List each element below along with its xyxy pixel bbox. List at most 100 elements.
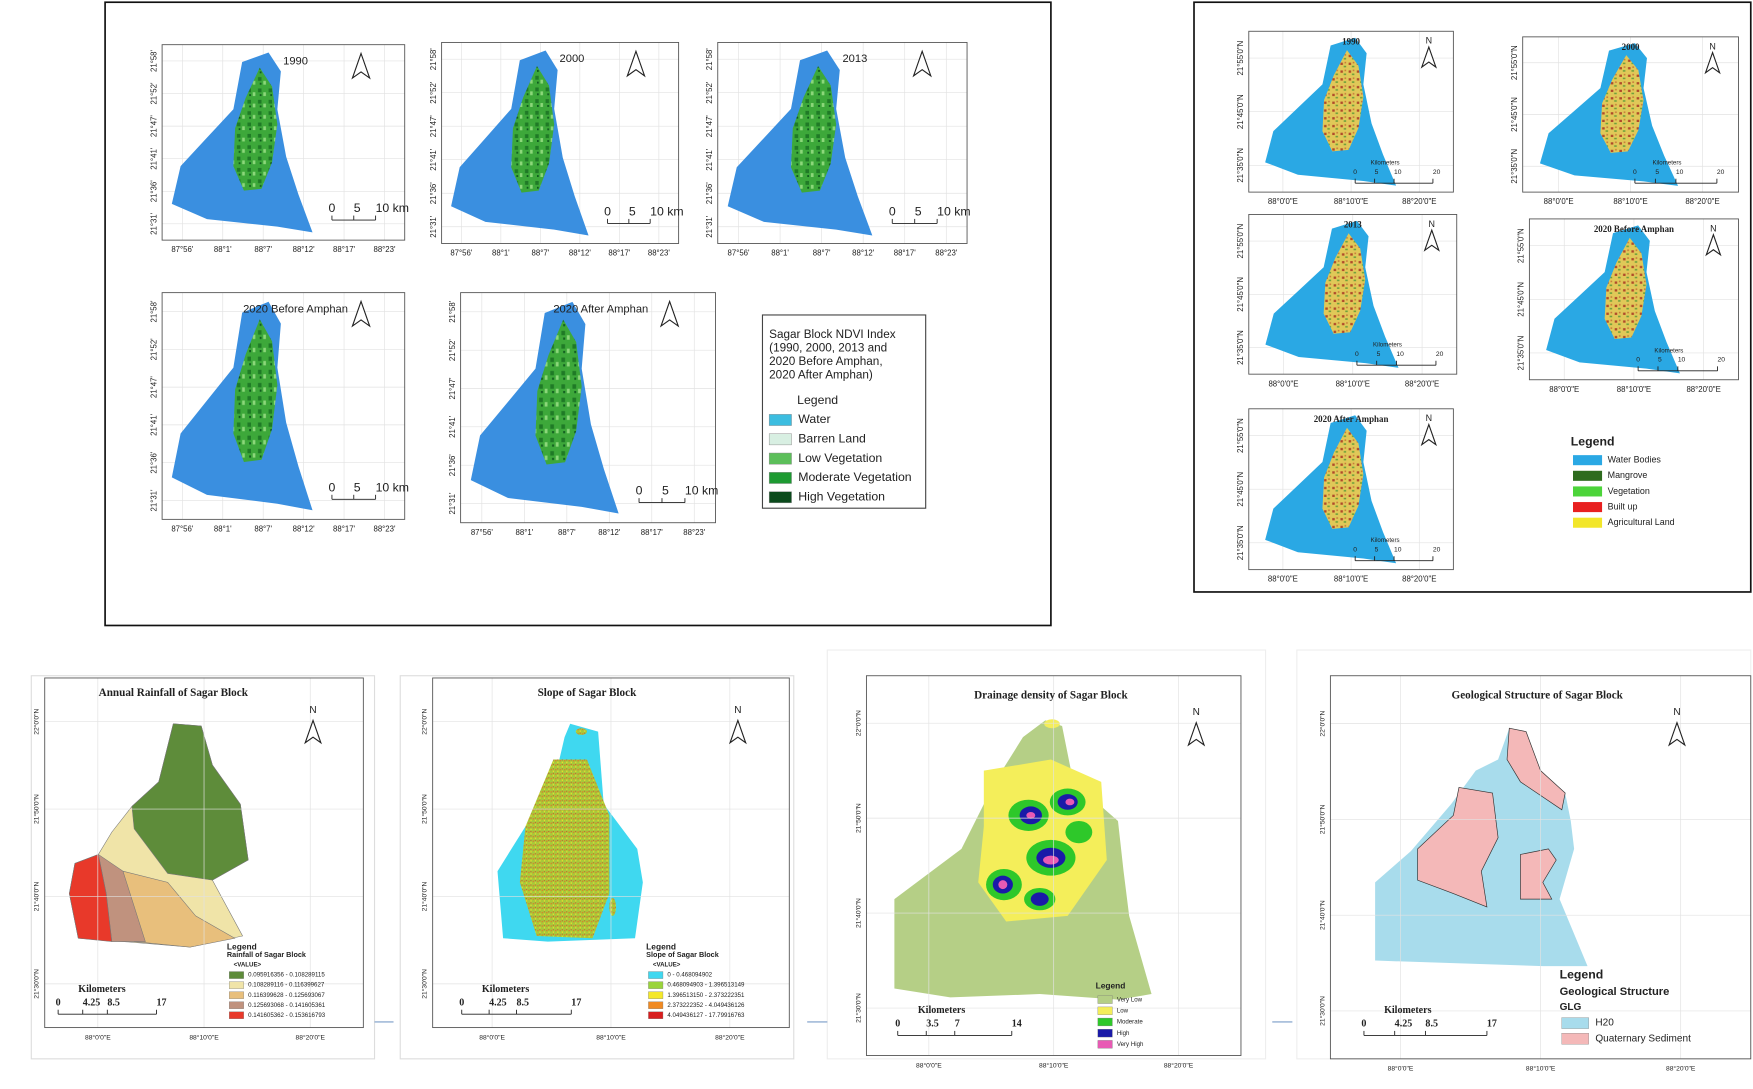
y-coordinate: 21°50'0"N: [33, 794, 41, 824]
north-label: N: [1426, 36, 1432, 46]
legend-swatch: [648, 972, 663, 979]
scale-label: 0: [1361, 1019, 1366, 1030]
y-coordinate: 22°0'0"N: [33, 708, 41, 734]
y-coordinate: 21°45'0"N: [1236, 472, 1245, 507]
scale-label: 8.5: [517, 997, 530, 1008]
map-title: Geological Structure of Sagar Block: [1452, 689, 1624, 701]
x-coordinate: 88°20'0"E: [1685, 197, 1719, 206]
scale-label: 5: [915, 204, 922, 218]
scale-label: 0: [329, 201, 336, 215]
legend-swatch: [1098, 996, 1113, 1004]
map-title: 2000: [1622, 42, 1640, 52]
y-coordinate: 21°35'0"N: [1517, 336, 1526, 371]
scale-label: 0: [895, 1019, 900, 1030]
scale-label: 5: [662, 484, 669, 498]
scale-heading: Kilometers: [1373, 342, 1402, 349]
north-arrow: [914, 51, 931, 76]
y-coordinate: 21°31': [149, 489, 158, 511]
x-coordinate: 88°10'0"E: [1613, 197, 1647, 206]
map-title: 2020 After Amphan: [1314, 414, 1389, 424]
scale-label: 8.5: [1425, 1019, 1438, 1030]
legend-label: 2.373222352 - 4.049436126: [667, 1002, 745, 1009]
legend-swatch: [1573, 486, 1602, 496]
page: { "ndvi": { "maps": ["1990", "2000", "20…: [0, 0, 1753, 1089]
legend-swatch: [229, 1012, 244, 1019]
scale-label: 5: [1377, 351, 1381, 358]
scale-heading: Kilometers: [1652, 160, 1681, 167]
scale-label: 5: [354, 201, 361, 215]
y-coordinate: 21°41': [429, 148, 438, 170]
north-label: N: [1429, 219, 1435, 229]
y-coordinate: 21°52': [149, 82, 158, 104]
legend-title: Slope of Sagar Block: [646, 950, 720, 959]
scale-label: 5: [629, 204, 636, 218]
x-coordinate: 88°20'0"E: [1666, 1065, 1696, 1073]
y-coordinate: 21°55'0"N: [1236, 224, 1245, 259]
y-coordinate: 21°41': [448, 415, 457, 437]
legend-swatch: [769, 434, 791, 445]
x-coordinate: 88°12': [852, 249, 875, 258]
y-coordinate: 21°58': [149, 49, 158, 71]
y-coordinate: 21°35'0"N: [1236, 148, 1245, 183]
scale-label: 0: [1355, 351, 1359, 358]
y-coordinate: 21°47': [149, 115, 158, 137]
legend-swatch: [1098, 1018, 1113, 1026]
legend-swatch: [769, 414, 791, 425]
lulc-panel: [1194, 2, 1751, 592]
scale-label: 8.5: [107, 997, 120, 1008]
north-arrow: [730, 720, 746, 742]
x-coordinate: 88°0'0"E: [916, 1061, 942, 1069]
y-coordinate: 21°45'0"N: [1510, 97, 1519, 132]
y-coordinate: 21°35'0"N: [1236, 525, 1245, 560]
scale-heading: Kilometers: [1384, 1005, 1432, 1016]
x-coordinate: 88°1': [516, 528, 534, 537]
y-coordinate: 22°0'0"N: [421, 708, 429, 734]
map-title: 2013: [842, 53, 867, 65]
x-coordinate: 88°23': [648, 249, 671, 258]
legend-label: Very High: [1117, 1041, 1144, 1048]
scale-label: 10 km: [376, 201, 409, 215]
x-coordinate: 88°20'0"E: [1405, 379, 1439, 388]
north-label: N: [309, 705, 316, 716]
legend-label: Quaternary Sediment: [1595, 1033, 1691, 1044]
x-coordinate: 88°20'0"E: [296, 1033, 326, 1041]
y-coordinate: 21°58': [149, 300, 158, 322]
legend-label: Water: [798, 412, 830, 426]
north-arrow: [1669, 723, 1685, 745]
x-coordinate: 88°23': [373, 524, 396, 533]
north-arrow: [305, 720, 321, 742]
scale-label: 10 km: [937, 204, 970, 218]
legend-heading: Legend: [1096, 980, 1126, 990]
x-coordinate: 88°17': [608, 249, 631, 258]
legend-swatch: [229, 1002, 244, 1009]
north-label: N: [1673, 707, 1680, 718]
scale-label: 17: [157, 997, 167, 1008]
north-arrow: [1706, 235, 1720, 255]
scale-label: 4.25: [83, 997, 101, 1008]
scale-label: 5: [1375, 546, 1379, 553]
y-coordinate: 21°31': [149, 212, 158, 234]
x-coordinate: 88°10'0"E: [1617, 385, 1651, 394]
map-title: 1990: [283, 55, 308, 67]
x-coordinate: 88°7': [254, 524, 272, 533]
scale-label: 0: [56, 997, 61, 1008]
y-coordinate: 21°52': [149, 338, 158, 360]
y-coordinate: 21°36': [149, 451, 158, 473]
y-coordinate: 21°41': [705, 148, 714, 170]
legend-label: H20: [1595, 1018, 1614, 1029]
y-coordinate: 21°30'0"N: [33, 969, 41, 999]
y-coordinate: 21°58': [705, 48, 714, 70]
north-label: N: [1193, 707, 1200, 718]
x-coordinate: 88°1': [214, 524, 232, 533]
x-coordinate: 88°10'0"E: [1039, 1061, 1069, 1069]
y-coordinate: 21°30'0"N: [854, 993, 862, 1023]
y-coordinate: 21°58': [448, 300, 457, 322]
north-arrow: [661, 301, 678, 326]
x-coordinate: 88°7': [254, 245, 272, 254]
legend-swatch: [769, 472, 791, 483]
scale-label: 0: [1633, 169, 1637, 176]
scale-label: 4.25: [1395, 1019, 1413, 1030]
legend-label: Built up: [1608, 501, 1638, 511]
x-coordinate: 88°0'0"E: [1268, 197, 1298, 206]
x-coordinate: 88°20'0"E: [1164, 1061, 1194, 1069]
